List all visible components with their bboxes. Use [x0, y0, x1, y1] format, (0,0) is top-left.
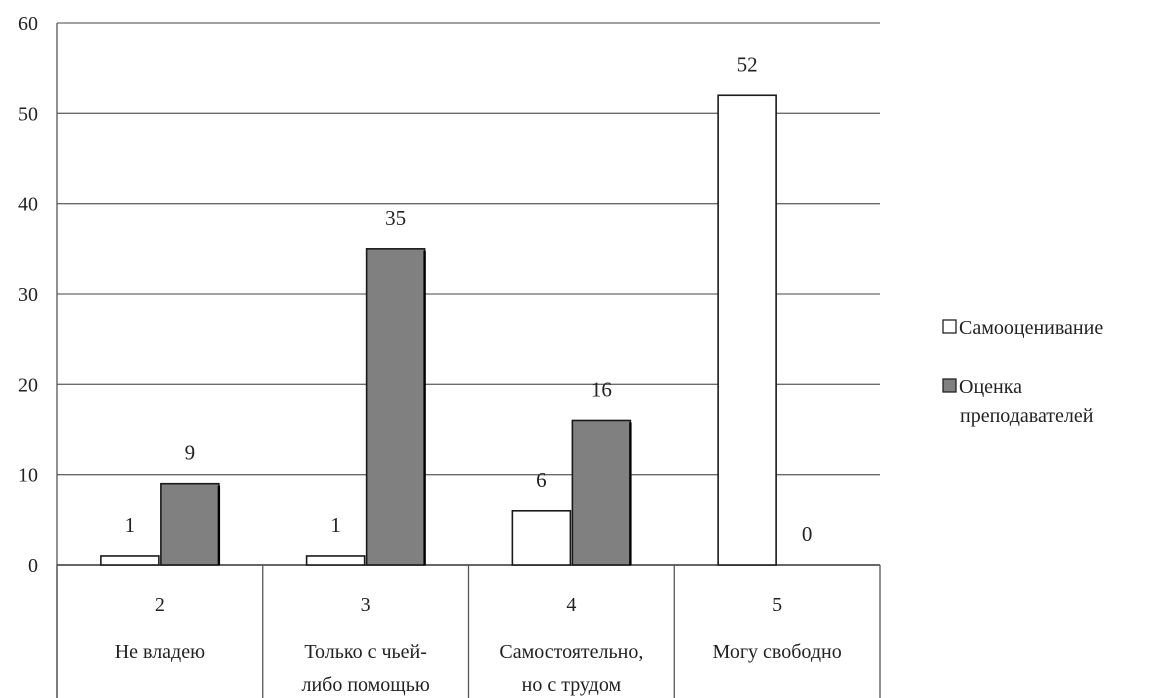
bar — [511, 509, 572, 566]
bar — [717, 94, 777, 566]
category-label: либо помощью — [301, 674, 429, 696]
category-code-label: 4 — [566, 594, 576, 616]
data-label: 1 — [125, 513, 136, 537]
legend-swatch — [942, 319, 957, 334]
legend-label: Оценка — [959, 376, 1022, 398]
y-tick-label: 60 — [18, 13, 38, 35]
data-label: 16 — [591, 377, 612, 401]
bars — [100, 94, 777, 566]
y-axis-ticks: 0 10 20 30 40 50 60 — [18, 13, 38, 577]
y-tick-label: 10 — [18, 465, 38, 487]
legend-label: преподавателей — [960, 405, 1094, 427]
category-code-label: 3 — [361, 594, 371, 616]
y-tick-label: 40 — [18, 194, 38, 216]
data-label: 35 — [385, 206, 406, 230]
category-code-label: 5 — [772, 594, 782, 616]
data-label: 1 — [330, 513, 341, 537]
category-table: 2 Не владею 3 Только с чьей-либо помощью 4 Са… — [56, 23, 881, 698]
data-label: 0 — [802, 522, 813, 546]
category-label: но с трудом — [522, 674, 622, 696]
bar — [100, 555, 160, 566]
y-tick-label: 50 — [18, 103, 38, 125]
category-label: Только с чьей- — [304, 641, 427, 663]
bar — [571, 419, 632, 566]
y-tick-label: 20 — [18, 374, 38, 396]
data-label: 6 — [536, 468, 547, 492]
category-label: Могу свободно — [713, 641, 842, 663]
legend-swatch — [942, 378, 957, 393]
bar — [305, 555, 366, 566]
bar — [160, 482, 220, 566]
category-label: Самостоятельно, — [499, 641, 643, 663]
legend-label: Самооценивание — [959, 317, 1103, 339]
legend: Самооценивание Оценка преподавателей — [942, 317, 1103, 427]
y-tick-label: 0 — [28, 555, 38, 577]
category-label: Не владею — [115, 641, 205, 663]
y-tick-label: 30 — [18, 284, 38, 306]
bar — [365, 248, 426, 566]
data-label: 9 — [185, 441, 196, 465]
data-label: 52 — [737, 52, 758, 76]
category-code-label: 2 — [155, 594, 165, 616]
